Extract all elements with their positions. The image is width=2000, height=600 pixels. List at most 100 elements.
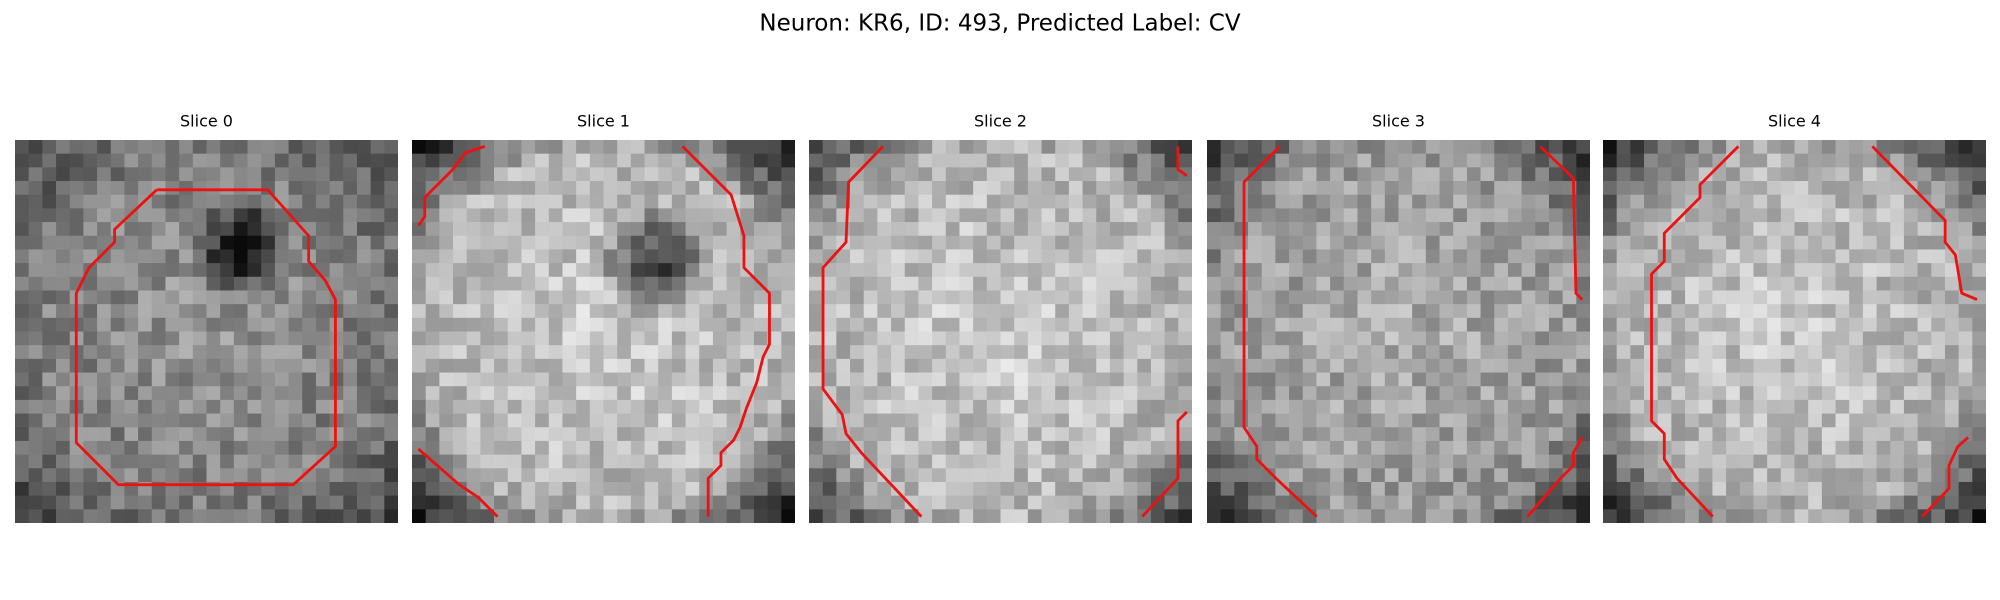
pixel — [1027, 235, 1042, 250]
pixel — [1055, 208, 1070, 223]
pixel — [589, 331, 604, 346]
pixel — [1685, 317, 1700, 332]
pixel — [1507, 413, 1522, 428]
pixel — [1753, 317, 1768, 332]
pixel — [1178, 317, 1192, 332]
pixel — [151, 468, 166, 483]
pixel — [288, 413, 303, 428]
pixel — [1890, 181, 1905, 196]
pixel — [562, 481, 577, 497]
pixel — [1466, 509, 1481, 523]
pixel — [1289, 181, 1304, 196]
pixel — [1767, 208, 1782, 223]
pixel — [1890, 427, 1905, 442]
pixel — [1876, 317, 1891, 332]
pixel — [192, 358, 207, 373]
pixel — [507, 440, 522, 455]
pixel — [685, 481, 700, 497]
pixel — [28, 481, 43, 497]
pixel — [726, 413, 741, 428]
pixel — [1082, 167, 1097, 182]
pixel — [1330, 249, 1345, 264]
pixel — [1384, 495, 1399, 510]
pixel — [1412, 222, 1427, 237]
pixel — [1027, 167, 1042, 182]
pixel — [1794, 276, 1809, 291]
pixel — [439, 495, 454, 510]
pixel — [343, 304, 358, 319]
pixel — [781, 440, 795, 455]
pixel — [370, 509, 385, 523]
pixel — [822, 399, 837, 414]
pixel — [1685, 427, 1700, 442]
pixel — [1453, 290, 1468, 305]
pixel — [288, 276, 303, 291]
pixel — [1835, 386, 1850, 401]
pixel — [973, 331, 988, 346]
pixel — [1958, 181, 1973, 196]
pixel — [261, 399, 276, 414]
pixel — [1753, 222, 1768, 237]
pixel — [1439, 290, 1454, 305]
pixel — [1931, 167, 1946, 182]
pixel — [1931, 495, 1946, 510]
pixel — [1821, 276, 1836, 291]
pixel — [1657, 468, 1672, 483]
pixel — [589, 276, 604, 291]
pixel — [1137, 167, 1152, 182]
pixel — [192, 440, 207, 455]
slice-title: Slice 0 — [180, 112, 233, 131]
pixel — [1439, 222, 1454, 237]
pixel — [343, 454, 358, 469]
pixel — [1123, 331, 1138, 346]
pixel — [466, 413, 481, 428]
pixel — [56, 276, 71, 291]
pixel — [1712, 454, 1727, 469]
pixel — [42, 194, 57, 209]
pixel — [110, 454, 125, 469]
pixel — [617, 249, 632, 264]
pixel — [1890, 454, 1905, 469]
pixel — [781, 208, 795, 223]
pixel — [507, 481, 522, 497]
pixel — [658, 399, 673, 414]
pixel — [1808, 495, 1823, 510]
pixel — [644, 427, 659, 442]
pixel — [1261, 413, 1276, 428]
pixel — [206, 235, 221, 250]
pixel — [1835, 290, 1850, 305]
pixel — [343, 317, 358, 332]
pixel — [206, 290, 221, 305]
pixel — [425, 386, 440, 401]
pixel — [1330, 509, 1345, 523]
pixel — [603, 331, 618, 346]
pixel — [576, 345, 591, 360]
pixel — [56, 194, 71, 209]
pixel — [1316, 481, 1331, 497]
pixel — [206, 454, 221, 469]
pixel — [42, 263, 57, 278]
pixel — [918, 399, 933, 414]
pixel — [973, 249, 988, 264]
pixel — [1137, 208, 1152, 223]
pixel — [1137, 468, 1152, 483]
pixel — [973, 495, 988, 510]
pixel — [1027, 290, 1042, 305]
pixel — [97, 153, 112, 168]
pixel — [1671, 413, 1686, 428]
pixel — [1384, 222, 1399, 237]
pixel — [1150, 413, 1166, 428]
pixel — [809, 304, 824, 319]
pixel — [1261, 509, 1276, 523]
pixel — [1275, 399, 1290, 414]
pixel — [56, 481, 71, 497]
pixel — [986, 509, 1001, 523]
pixel — [28, 304, 43, 319]
pixel — [97, 276, 112, 291]
pixel — [28, 153, 43, 168]
pixel — [1821, 331, 1836, 346]
pixel — [1780, 509, 1795, 523]
pixel — [1123, 235, 1138, 250]
pixel — [1384, 317, 1399, 332]
pixel — [83, 509, 98, 523]
